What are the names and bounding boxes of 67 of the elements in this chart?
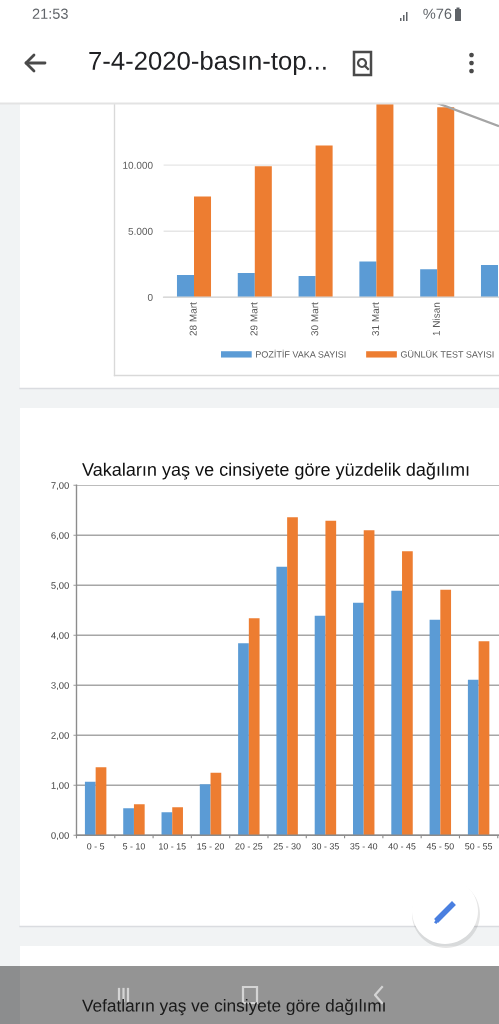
x-tick-label: 29 Mart bbox=[250, 302, 258, 336]
x-tick-label: 0 - 5 bbox=[87, 843, 105, 850]
legend-label: POZİTİF VAKA SAYISI bbox=[256, 349, 346, 358]
y-tick-label: 3,00 bbox=[51, 682, 69, 690]
text: %76 bbox=[423, 8, 452, 19]
x-tick-label: 40 - 45 bbox=[388, 843, 416, 850]
bar bbox=[172, 807, 183, 836]
x-tick-label: 45 - 50 bbox=[426, 843, 454, 850]
bar bbox=[210, 772, 222, 836]
bar bbox=[420, 269, 438, 298]
bar bbox=[429, 619, 441, 836]
bar bbox=[363, 530, 375, 836]
x-tick-label: 28 Mart bbox=[189, 302, 197, 336]
bar bbox=[95, 767, 107, 836]
x-tick-label: 31 Mart bbox=[372, 302, 380, 336]
bar bbox=[480, 264, 498, 298]
chart-title: Vakaların yaş ve cinsiyete göre yüzdelik dağılımı bbox=[82, 462, 469, 480]
bar bbox=[402, 551, 413, 836]
text: 7-4-2020-basın-top... bbox=[89, 51, 326, 75]
bar bbox=[440, 589, 452, 836]
bar bbox=[359, 261, 377, 298]
bar bbox=[161, 812, 173, 836]
x-tick-label: 10 - 15 bbox=[159, 843, 186, 850]
bar bbox=[376, 103, 394, 298]
x-tick-label: 20 - 25 bbox=[235, 843, 263, 850]
y-tick-label: 10.000 bbox=[123, 161, 153, 169]
y-tick-label: 5.000 bbox=[128, 227, 153, 235]
y-tick-label: 0,00 bbox=[51, 832, 69, 840]
x-tick-label: 5 - 10 bbox=[122, 843, 145, 850]
bar bbox=[467, 679, 479, 836]
bar bbox=[176, 274, 194, 298]
bar bbox=[298, 275, 316, 298]
bar bbox=[254, 166, 272, 298]
bar bbox=[314, 615, 326, 836]
bar bbox=[287, 517, 298, 836]
bar bbox=[238, 643, 249, 836]
y-tick-label: 6,00 bbox=[51, 532, 69, 540]
bar bbox=[84, 781, 96, 836]
bar bbox=[478, 641, 490, 836]
text: 21:53 bbox=[32, 8, 68, 19]
bar bbox=[437, 107, 455, 298]
legend-label: GÜNLÜK TEST SAYISI bbox=[400, 349, 494, 358]
x-tick-label: 30 - 35 bbox=[311, 843, 339, 850]
x-tick-label: 1 Nisan bbox=[432, 302, 440, 336]
bar bbox=[325, 520, 337, 836]
text: Vefatların yaş ve cinsiyete göre dağılımı bbox=[82, 998, 385, 1016]
bar bbox=[353, 602, 364, 836]
x-tick-label: 30 Mart bbox=[311, 302, 319, 336]
y-tick-label: 5,00 bbox=[51, 582, 69, 590]
bar bbox=[199, 784, 211, 836]
y-tick-label: 0 bbox=[147, 293, 153, 302]
y-tick-label: 7,00 bbox=[51, 482, 69, 490]
bar bbox=[315, 145, 333, 298]
x-tick-label: 35 - 40 bbox=[350, 843, 378, 850]
bar bbox=[276, 566, 288, 836]
bar bbox=[133, 804, 145, 836]
y-tick-label: 2,00 bbox=[51, 732, 69, 740]
x-tick-label: 15 - 20 bbox=[197, 843, 225, 850]
bar bbox=[248, 618, 260, 836]
bar bbox=[194, 196, 212, 298]
x-tick-label: 50 - 55 bbox=[465, 843, 493, 850]
bar bbox=[237, 272, 255, 298]
y-tick-label: 4,00 bbox=[51, 632, 69, 640]
y-tick-label: 1,00 bbox=[51, 782, 69, 790]
bar bbox=[123, 808, 134, 836]
bar bbox=[391, 590, 403, 836]
x-tick-label: 25 - 30 bbox=[273, 843, 301, 850]
